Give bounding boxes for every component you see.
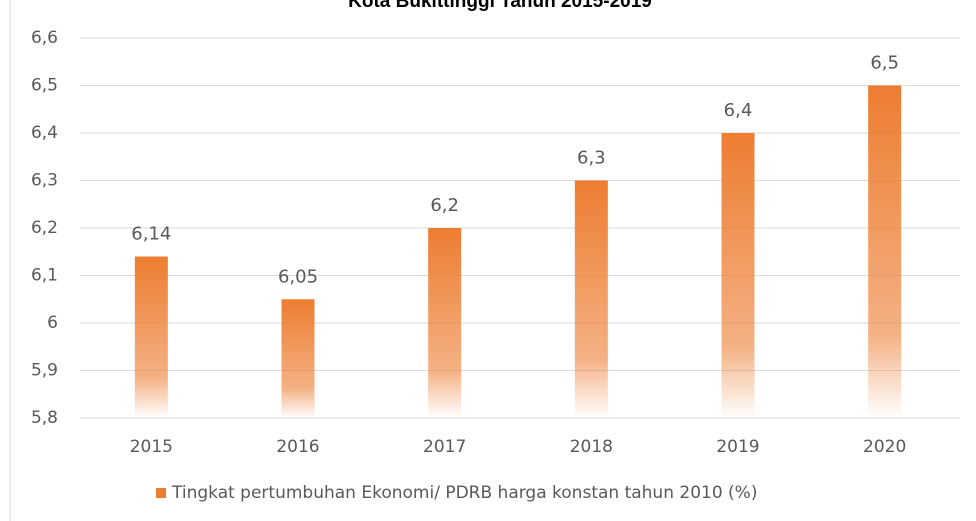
bar xyxy=(721,133,755,418)
y-tick-label: 6,4 xyxy=(31,123,58,143)
y-tick-label: 5,8 xyxy=(31,408,58,428)
bar xyxy=(281,299,315,418)
data-label: 6,5 xyxy=(870,53,899,74)
data-label: 6,4 xyxy=(724,100,753,121)
bar xyxy=(868,85,902,418)
x-tick-label: 2015 xyxy=(130,437,173,457)
x-tick-label: 2020 xyxy=(863,437,906,457)
y-tick-label: 5,9 xyxy=(31,361,58,381)
bar xyxy=(134,256,168,418)
data-label: 6,05 xyxy=(278,266,318,287)
x-tick-label: 2016 xyxy=(276,437,319,457)
y-tick-label: 6,5 xyxy=(31,76,58,96)
x-tick-label: 2018 xyxy=(570,437,613,457)
y-tick-label: 6,6 xyxy=(31,28,58,48)
y-tick-label: 6,3 xyxy=(31,171,58,191)
x-tick-label: 2017 xyxy=(423,437,466,457)
legend-swatch xyxy=(156,488,166,498)
data-label: 6,2 xyxy=(430,195,459,216)
chart-title: Kota Bukittinggi Tahun 2015-2019 xyxy=(348,0,652,12)
bar xyxy=(574,180,608,418)
data-label: 6,14 xyxy=(131,224,171,245)
legend-label: Tingkat pertumbuhan Ekonomi/ PDRB harga … xyxy=(171,483,757,503)
bar xyxy=(428,228,462,418)
y-tick-label: 6,1 xyxy=(31,266,58,286)
data-label: 6,3 xyxy=(577,148,606,169)
y-tick-label: 6,2 xyxy=(31,218,58,238)
x-tick-label: 2019 xyxy=(716,437,759,457)
y-tick-label: 6 xyxy=(47,313,58,333)
